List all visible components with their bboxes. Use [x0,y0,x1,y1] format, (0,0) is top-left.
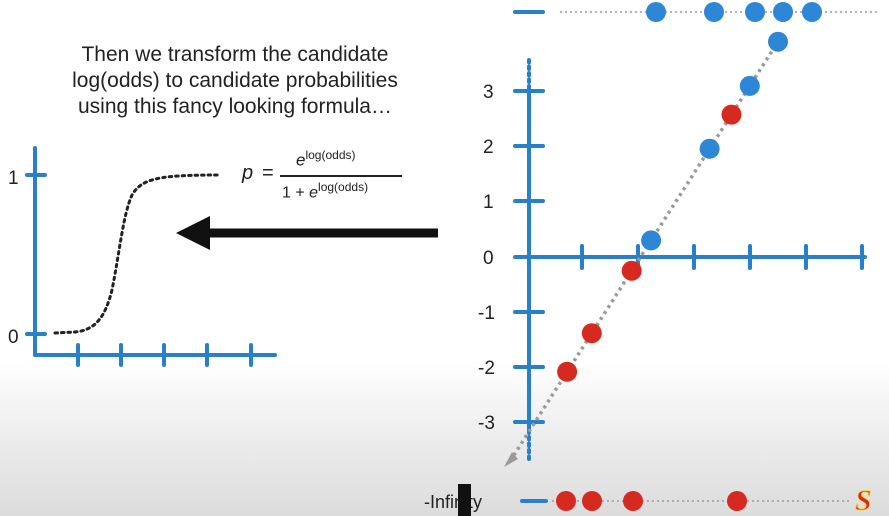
formula-equals: = [262,162,274,184]
blue-data-point [739,75,760,96]
caption-line: using this fancy looking formula… [78,95,392,118]
y-tick-label: 0 [483,248,494,269]
formula-denominator: 1 + elog(odds) [282,180,368,202]
red-data-point [721,104,742,125]
red-neg-infinity-point [582,491,602,511]
infinity-rows-layer [556,2,822,511]
caption: Then we transform the candidate log(odds… [40,42,430,120]
red-data-point [581,323,602,344]
fit-line-arrowhead [504,452,518,467]
blue-infinity-point [745,2,765,22]
logistic-formula: p = elog(odds) 1 + elog(odds) [238,148,413,208]
logodds-tick-labels: 3 2 1 0 -1 -2 -3 -Infinity [424,82,495,512]
logo-mark: S [855,484,872,516]
y-tick-label: 2 [483,137,494,158]
blue-infinity-point [646,2,666,22]
red-data-point [557,361,578,382]
red-neg-infinity-point [556,491,576,511]
y-tick-label: 3 [483,82,494,103]
formula-exponent: log(odds) [318,180,369,194]
red-neg-infinity-point [623,491,643,511]
formula-lhs: p [242,162,254,184]
caption-line: log(odds) to candidate probabilities [72,69,398,92]
fit-line [508,40,780,463]
y-tick-label: -3 [478,413,495,434]
sigmoid-tick-label-0: 0 [8,327,19,348]
data-points-layer [557,31,788,382]
formula-exponent: log(odds) [305,148,356,162]
y-tick-label: -2 [478,358,495,379]
fraction-bar [280,175,402,177]
formula-numerator: elog(odds) [296,148,356,171]
caption-line: Then we transform the candidate [81,43,389,66]
y-tick-label: -1 [478,303,495,324]
fit-line-layer [504,40,780,467]
cursor-occluder [458,484,471,516]
blue-infinity-point [773,2,793,22]
neg-infinity-label: -Infinity [424,492,482,512]
red-neg-infinity-point [727,491,747,511]
transform-arrow [176,216,438,250]
sigmoid-tick-label-1: 1 [8,168,19,189]
formula-base: e [296,150,306,170]
denominator-prefix: 1 + [282,184,310,202]
formula-base: e [309,184,319,202]
red-data-point [621,260,642,281]
blue-infinity-point [704,2,724,22]
sigmoid-axes [25,146,277,367]
blue-infinity-point [802,2,822,22]
blue-data-point [699,138,720,159]
blue-data-point [641,230,662,251]
y-tick-label: 1 [483,192,494,213]
sigmoid-curve [53,173,222,335]
logodds-axes [513,10,867,503]
blue-data-point [768,31,788,52]
